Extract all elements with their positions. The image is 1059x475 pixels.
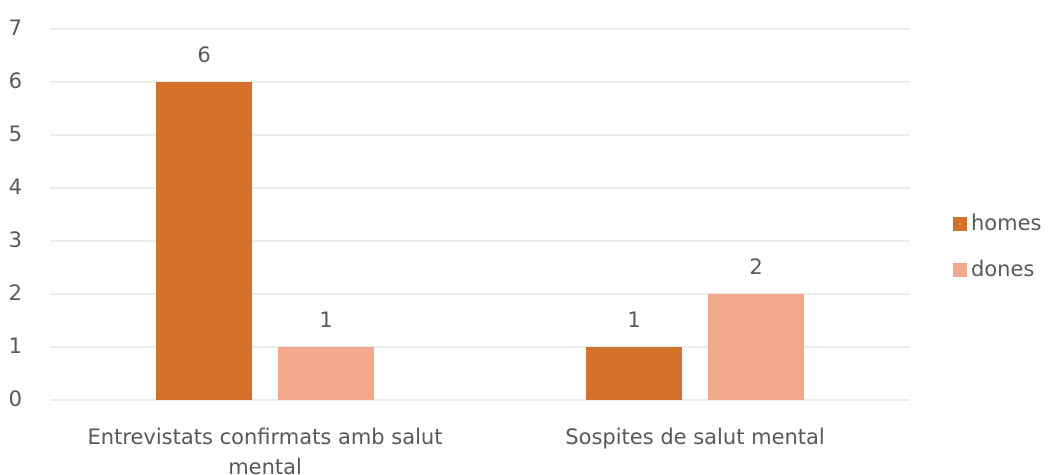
bar — [278, 347, 374, 400]
y-tick-label: 2 — [9, 281, 22, 305]
x-tick-label: Entrevistats confirmats amb salut mental — [87, 425, 443, 475]
data-label: 1 — [627, 308, 640, 332]
legend-label: dones — [971, 257, 1034, 281]
x-tick-label: Sospites de salut mental — [565, 425, 825, 449]
y-tick-label: 0 — [9, 387, 22, 411]
y-tick-label: 3 — [9, 228, 22, 252]
legend-swatch — [953, 263, 967, 277]
bar — [586, 347, 682, 400]
y-tick-label: 6 — [9, 69, 22, 93]
legend-swatch — [953, 217, 967, 231]
y-tick-label: 5 — [9, 122, 22, 146]
bar — [156, 82, 252, 400]
data-label: 1 — [319, 308, 332, 332]
bar — [708, 294, 804, 400]
data-label: 2 — [749, 255, 762, 279]
legend-label: homes — [971, 211, 1041, 235]
data-label: 6 — [197, 43, 210, 67]
y-tick-label: 4 — [9, 175, 22, 199]
y-tick-label: 1 — [9, 334, 22, 358]
y-tick-label: 7 — [9, 16, 22, 40]
